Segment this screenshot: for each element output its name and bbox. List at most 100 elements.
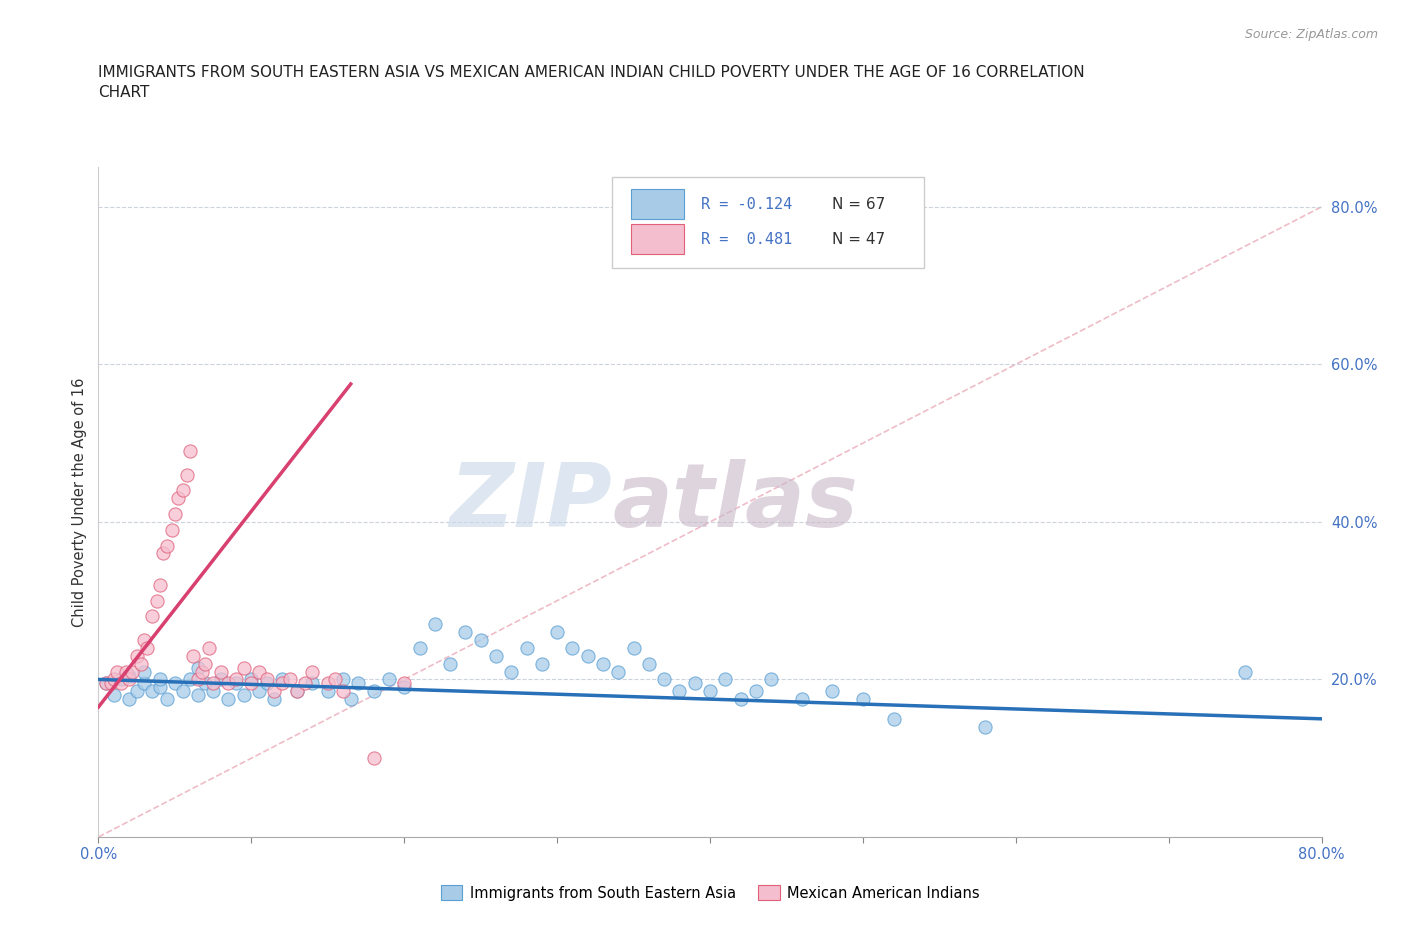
Point	[156, 538, 179, 553]
Point	[546, 625, 568, 640]
Point	[745, 684, 768, 698]
Point	[974, 719, 997, 734]
Point	[100, 676, 122, 691]
Point	[1234, 664, 1257, 679]
Point	[232, 688, 254, 703]
Point	[378, 672, 401, 687]
Point	[197, 641, 219, 656]
FancyBboxPatch shape	[630, 190, 685, 219]
Point	[339, 692, 361, 707]
Point	[163, 676, 186, 691]
Point	[516, 641, 538, 656]
Legend: Immigrants from South Eastern Asia, Mexican American Indians: Immigrants from South Eastern Asia, Mexi…	[434, 880, 986, 907]
FancyBboxPatch shape	[612, 178, 924, 268]
Point	[172, 684, 194, 698]
Point	[325, 672, 347, 687]
Point	[134, 676, 156, 691]
Point	[191, 664, 214, 679]
Point	[232, 660, 254, 675]
Point	[852, 692, 875, 707]
Point	[121, 664, 143, 679]
Point	[134, 632, 156, 647]
Point	[270, 672, 292, 687]
Point	[125, 648, 148, 663]
Point	[332, 684, 354, 698]
Point	[141, 684, 163, 698]
Point	[270, 676, 292, 691]
Point	[176, 467, 198, 482]
Point	[129, 657, 152, 671]
Point	[187, 688, 209, 703]
Point	[439, 657, 461, 671]
Point	[423, 617, 446, 631]
Point	[202, 684, 225, 698]
Point	[530, 657, 553, 671]
Text: IMMIGRANTS FROM SOUTH EASTERN ASIA VS MEXICAN AMERICAN INDIAN CHILD POVERTY UNDE: IMMIGRANTS FROM SOUTH EASTERN ASIA VS ME…	[98, 65, 1085, 100]
Point	[301, 676, 323, 691]
Point	[125, 684, 148, 698]
Point	[209, 664, 232, 679]
Point	[501, 664, 523, 679]
Point	[110, 672, 132, 687]
Point	[363, 751, 385, 765]
Point	[103, 688, 125, 703]
Point	[332, 672, 354, 687]
Point	[240, 672, 263, 687]
Point	[194, 657, 217, 671]
Point	[485, 648, 508, 663]
Point	[347, 676, 370, 691]
Point	[118, 672, 141, 687]
Point	[301, 664, 323, 679]
Point	[217, 692, 239, 707]
Point	[247, 664, 270, 679]
Point	[730, 692, 752, 707]
Point	[217, 676, 239, 691]
Point	[683, 676, 706, 691]
Point	[145, 593, 167, 608]
Y-axis label: Child Poverty Under the Age of 16: Child Poverty Under the Age of 16	[72, 378, 87, 627]
Text: Source: ZipAtlas.com: Source: ZipAtlas.com	[1244, 28, 1378, 41]
Point	[883, 711, 905, 726]
Point	[202, 676, 225, 691]
Point	[408, 641, 430, 656]
Point	[163, 507, 186, 522]
Point	[316, 684, 339, 698]
Point	[179, 672, 201, 687]
Point	[454, 625, 477, 640]
FancyBboxPatch shape	[630, 224, 685, 254]
Point	[209, 672, 232, 687]
Point	[256, 676, 278, 691]
Point	[141, 609, 163, 624]
Text: R =  0.481: R = 0.481	[702, 232, 793, 246]
Point	[623, 641, 645, 656]
Point	[225, 672, 247, 687]
Text: N = 47: N = 47	[832, 232, 886, 246]
Point	[790, 692, 813, 707]
Point	[256, 672, 278, 687]
Point	[94, 676, 117, 691]
Point	[576, 648, 599, 663]
Text: ZIP: ZIP	[450, 458, 612, 546]
Point	[285, 684, 308, 698]
Point	[134, 664, 156, 679]
Point	[105, 664, 128, 679]
Point	[136, 641, 159, 656]
Point	[118, 668, 141, 683]
Point	[149, 672, 172, 687]
Point	[179, 444, 201, 458]
Point	[187, 660, 209, 675]
Point	[652, 672, 675, 687]
Point	[392, 680, 416, 695]
Point	[225, 676, 247, 691]
Point	[592, 657, 614, 671]
Point	[637, 657, 661, 671]
Point	[607, 664, 630, 679]
Point	[152, 546, 174, 561]
Point	[247, 684, 270, 698]
Point	[278, 672, 301, 687]
Point	[181, 648, 204, 663]
Point	[172, 483, 194, 498]
Point	[263, 692, 285, 707]
Point	[110, 676, 132, 691]
Point	[149, 680, 172, 695]
